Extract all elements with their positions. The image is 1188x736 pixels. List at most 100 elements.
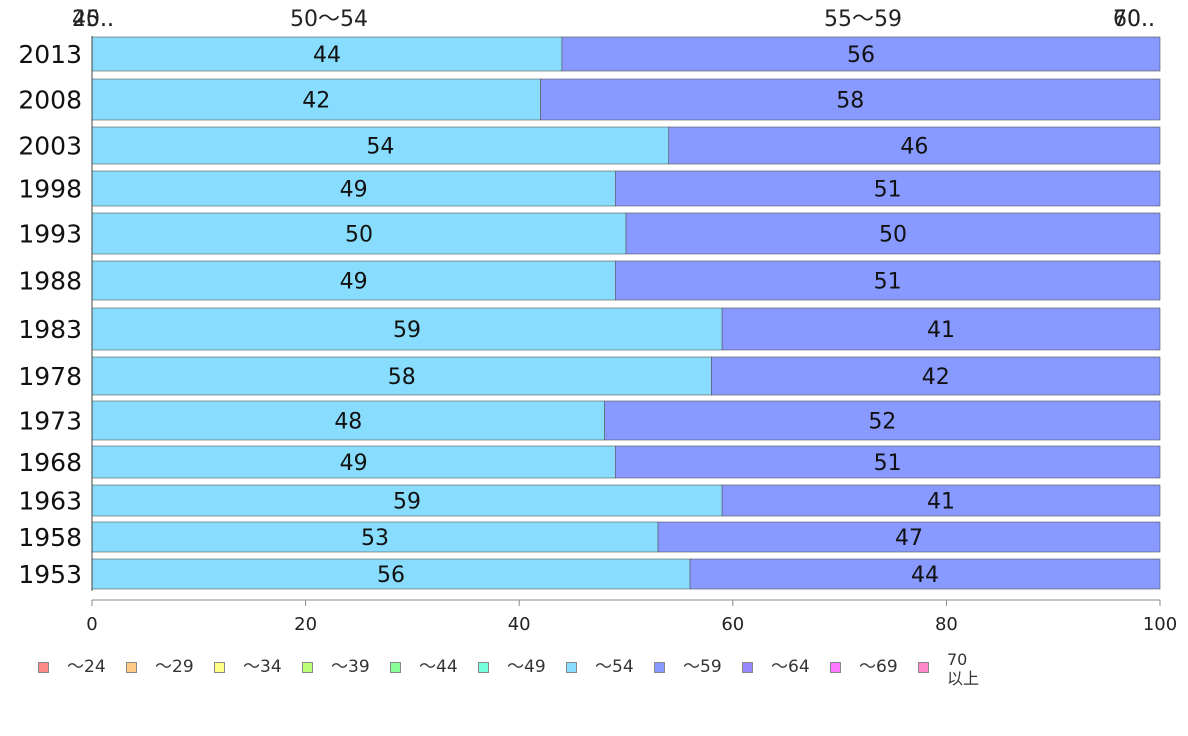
y-tick-label-1988: 1988 bbox=[18, 267, 82, 296]
stacked-bar-chart: 44 56 2013 42 58 2008 54 46 2003 49 51 1998 50 50 1993… bbox=[18, 7, 1177, 635]
legend-swatch bbox=[918, 662, 929, 673]
x-tick-label-60: 60 bbox=[721, 614, 744, 635]
legend-label: 〜39 bbox=[331, 657, 370, 677]
y-tick-label-1968: 1968 bbox=[18, 448, 82, 477]
bar-1963-series-1 bbox=[721, 484, 1161, 517]
bar-2008-series-0 bbox=[91, 78, 541, 121]
legend-label: 70 以上 bbox=[947, 650, 980, 688]
bar-1993-series-1 bbox=[625, 212, 1161, 255]
top-label-0: 20.. bbox=[72, 7, 114, 32]
y-tick-label-2003: 2003 bbox=[18, 132, 82, 161]
legend-swatch bbox=[38, 662, 49, 673]
bar-1998-series-0 bbox=[91, 170, 616, 207]
legend-label: 〜64 bbox=[771, 657, 810, 677]
data-label-1953-series-0: 56 bbox=[377, 563, 405, 588]
legend-swatch bbox=[830, 662, 841, 673]
legend-item-0: 〜24 bbox=[38, 650, 106, 677]
x-tick-label-100: 100 bbox=[1143, 614, 1177, 635]
bar-1978-series-1 bbox=[711, 356, 1161, 396]
legend-swatch bbox=[654, 662, 665, 673]
x-tick-label-80: 80 bbox=[935, 614, 958, 635]
y-tick-label-1983: 1983 bbox=[18, 315, 82, 344]
legend-item-5: 〜49 bbox=[478, 650, 546, 677]
data-label-1968-series-0: 49 bbox=[340, 451, 368, 476]
bar-1958-series-1 bbox=[657, 521, 1161, 553]
legend-item-8: 〜64 bbox=[742, 650, 810, 677]
data-label-1963-series-1: 41 bbox=[927, 490, 955, 515]
data-label-2013-series-1: 56 bbox=[847, 43, 875, 68]
bar-2013-series-1 bbox=[561, 36, 1161, 72]
y-tick-label-1978: 1978 bbox=[18, 362, 82, 391]
legend-label: 〜54 bbox=[595, 657, 634, 677]
legend-swatch bbox=[214, 662, 225, 673]
legend-label: 〜69 bbox=[859, 657, 898, 677]
data-label-1998-series-0: 49 bbox=[340, 178, 368, 203]
bar-2003-series-0 bbox=[91, 126, 670, 165]
legend-label: 〜59 bbox=[683, 657, 722, 677]
data-label-1978-series-0: 58 bbox=[388, 365, 416, 390]
legend-swatch bbox=[742, 662, 753, 673]
bar-1998-series-1 bbox=[615, 170, 1161, 207]
bar-1968-series-0 bbox=[91, 445, 616, 479]
legend-label: 〜49 bbox=[507, 657, 546, 677]
legend-label: 〜29 bbox=[155, 657, 194, 677]
bar-1973-series-1 bbox=[604, 400, 1161, 441]
legend-swatch bbox=[478, 662, 489, 673]
legend-item-1: 〜29 bbox=[126, 650, 194, 677]
data-label-1963-series-0: 59 bbox=[393, 490, 421, 515]
legend-swatch bbox=[566, 662, 577, 673]
y-tick-label-1973: 1973 bbox=[18, 407, 82, 436]
legend-item-4: 〜44 bbox=[390, 650, 458, 677]
legend-item-6: 〜54 bbox=[566, 650, 634, 677]
legend-label: 〜24 bbox=[67, 657, 106, 677]
y-tick-label-1963: 1963 bbox=[18, 487, 82, 516]
legend-swatch bbox=[390, 662, 401, 673]
data-label-2008-series-0: 42 bbox=[302, 89, 330, 114]
data-label-2003-series-1: 46 bbox=[900, 135, 928, 160]
data-label-1968-series-1: 51 bbox=[874, 451, 902, 476]
y-tick-label-1998: 1998 bbox=[18, 175, 82, 204]
y-tick-label-1993: 1993 bbox=[18, 220, 82, 249]
legend-item-7: 〜59 bbox=[654, 650, 722, 677]
legend-label: 〜34 bbox=[243, 657, 282, 677]
y-tick-label-2008: 2008 bbox=[18, 86, 82, 115]
data-label-1958-series-1: 47 bbox=[895, 526, 923, 551]
top-label-5: 70.. bbox=[1113, 7, 1155, 32]
legend-label: 〜44 bbox=[419, 657, 458, 677]
data-label-2013-series-0: 44 bbox=[313, 43, 341, 68]
top-label-2: 50〜54 bbox=[290, 7, 368, 32]
bar-2003-series-1 bbox=[668, 126, 1161, 165]
legend-swatch bbox=[126, 662, 137, 673]
data-label-1983-series-1: 41 bbox=[927, 318, 955, 343]
top-label-1: 45.. bbox=[72, 7, 114, 32]
data-label-1958-series-0: 53 bbox=[361, 526, 389, 551]
data-label-1993-series-0: 50 bbox=[345, 223, 373, 248]
x-tick-label-20: 20 bbox=[294, 614, 317, 635]
bar-1973-series-0 bbox=[91, 400, 605, 441]
legend-item-10: 70 以上 bbox=[918, 650, 979, 688]
legend-swatch bbox=[302, 662, 313, 673]
legend-item-3: 〜39 bbox=[302, 650, 370, 677]
data-label-1988-series-0: 49 bbox=[340, 270, 368, 295]
bar-1988-series-1 bbox=[615, 260, 1161, 301]
legend-item-9: 〜69 bbox=[830, 650, 898, 677]
legend-item-2: 〜34 bbox=[214, 650, 282, 677]
bar-2008-series-1 bbox=[540, 78, 1161, 121]
y-tick-label-2013: 2013 bbox=[18, 40, 82, 69]
bar-1963-series-0 bbox=[91, 484, 723, 517]
data-label-1993-series-1: 50 bbox=[879, 223, 907, 248]
bar-2013-series-0 bbox=[91, 36, 563, 72]
x-tick-label-40: 40 bbox=[508, 614, 531, 635]
top-label-4: 60.. bbox=[1113, 7, 1155, 32]
top-label-3: 55〜59 bbox=[824, 7, 902, 32]
bar-1968-series-1 bbox=[615, 445, 1161, 479]
data-label-1953-series-1: 44 bbox=[911, 563, 939, 588]
bar-1983-series-1 bbox=[721, 307, 1161, 351]
y-tick-label-1953: 1953 bbox=[18, 560, 82, 589]
y-tick-label-1958: 1958 bbox=[18, 523, 82, 552]
data-label-1988-series-1: 51 bbox=[874, 270, 902, 295]
bar-1953-series-1 bbox=[689, 558, 1161, 590]
data-label-1998-series-1: 51 bbox=[874, 178, 902, 203]
data-label-1983-series-0: 59 bbox=[393, 318, 421, 343]
data-label-2003-series-0: 54 bbox=[366, 135, 394, 160]
